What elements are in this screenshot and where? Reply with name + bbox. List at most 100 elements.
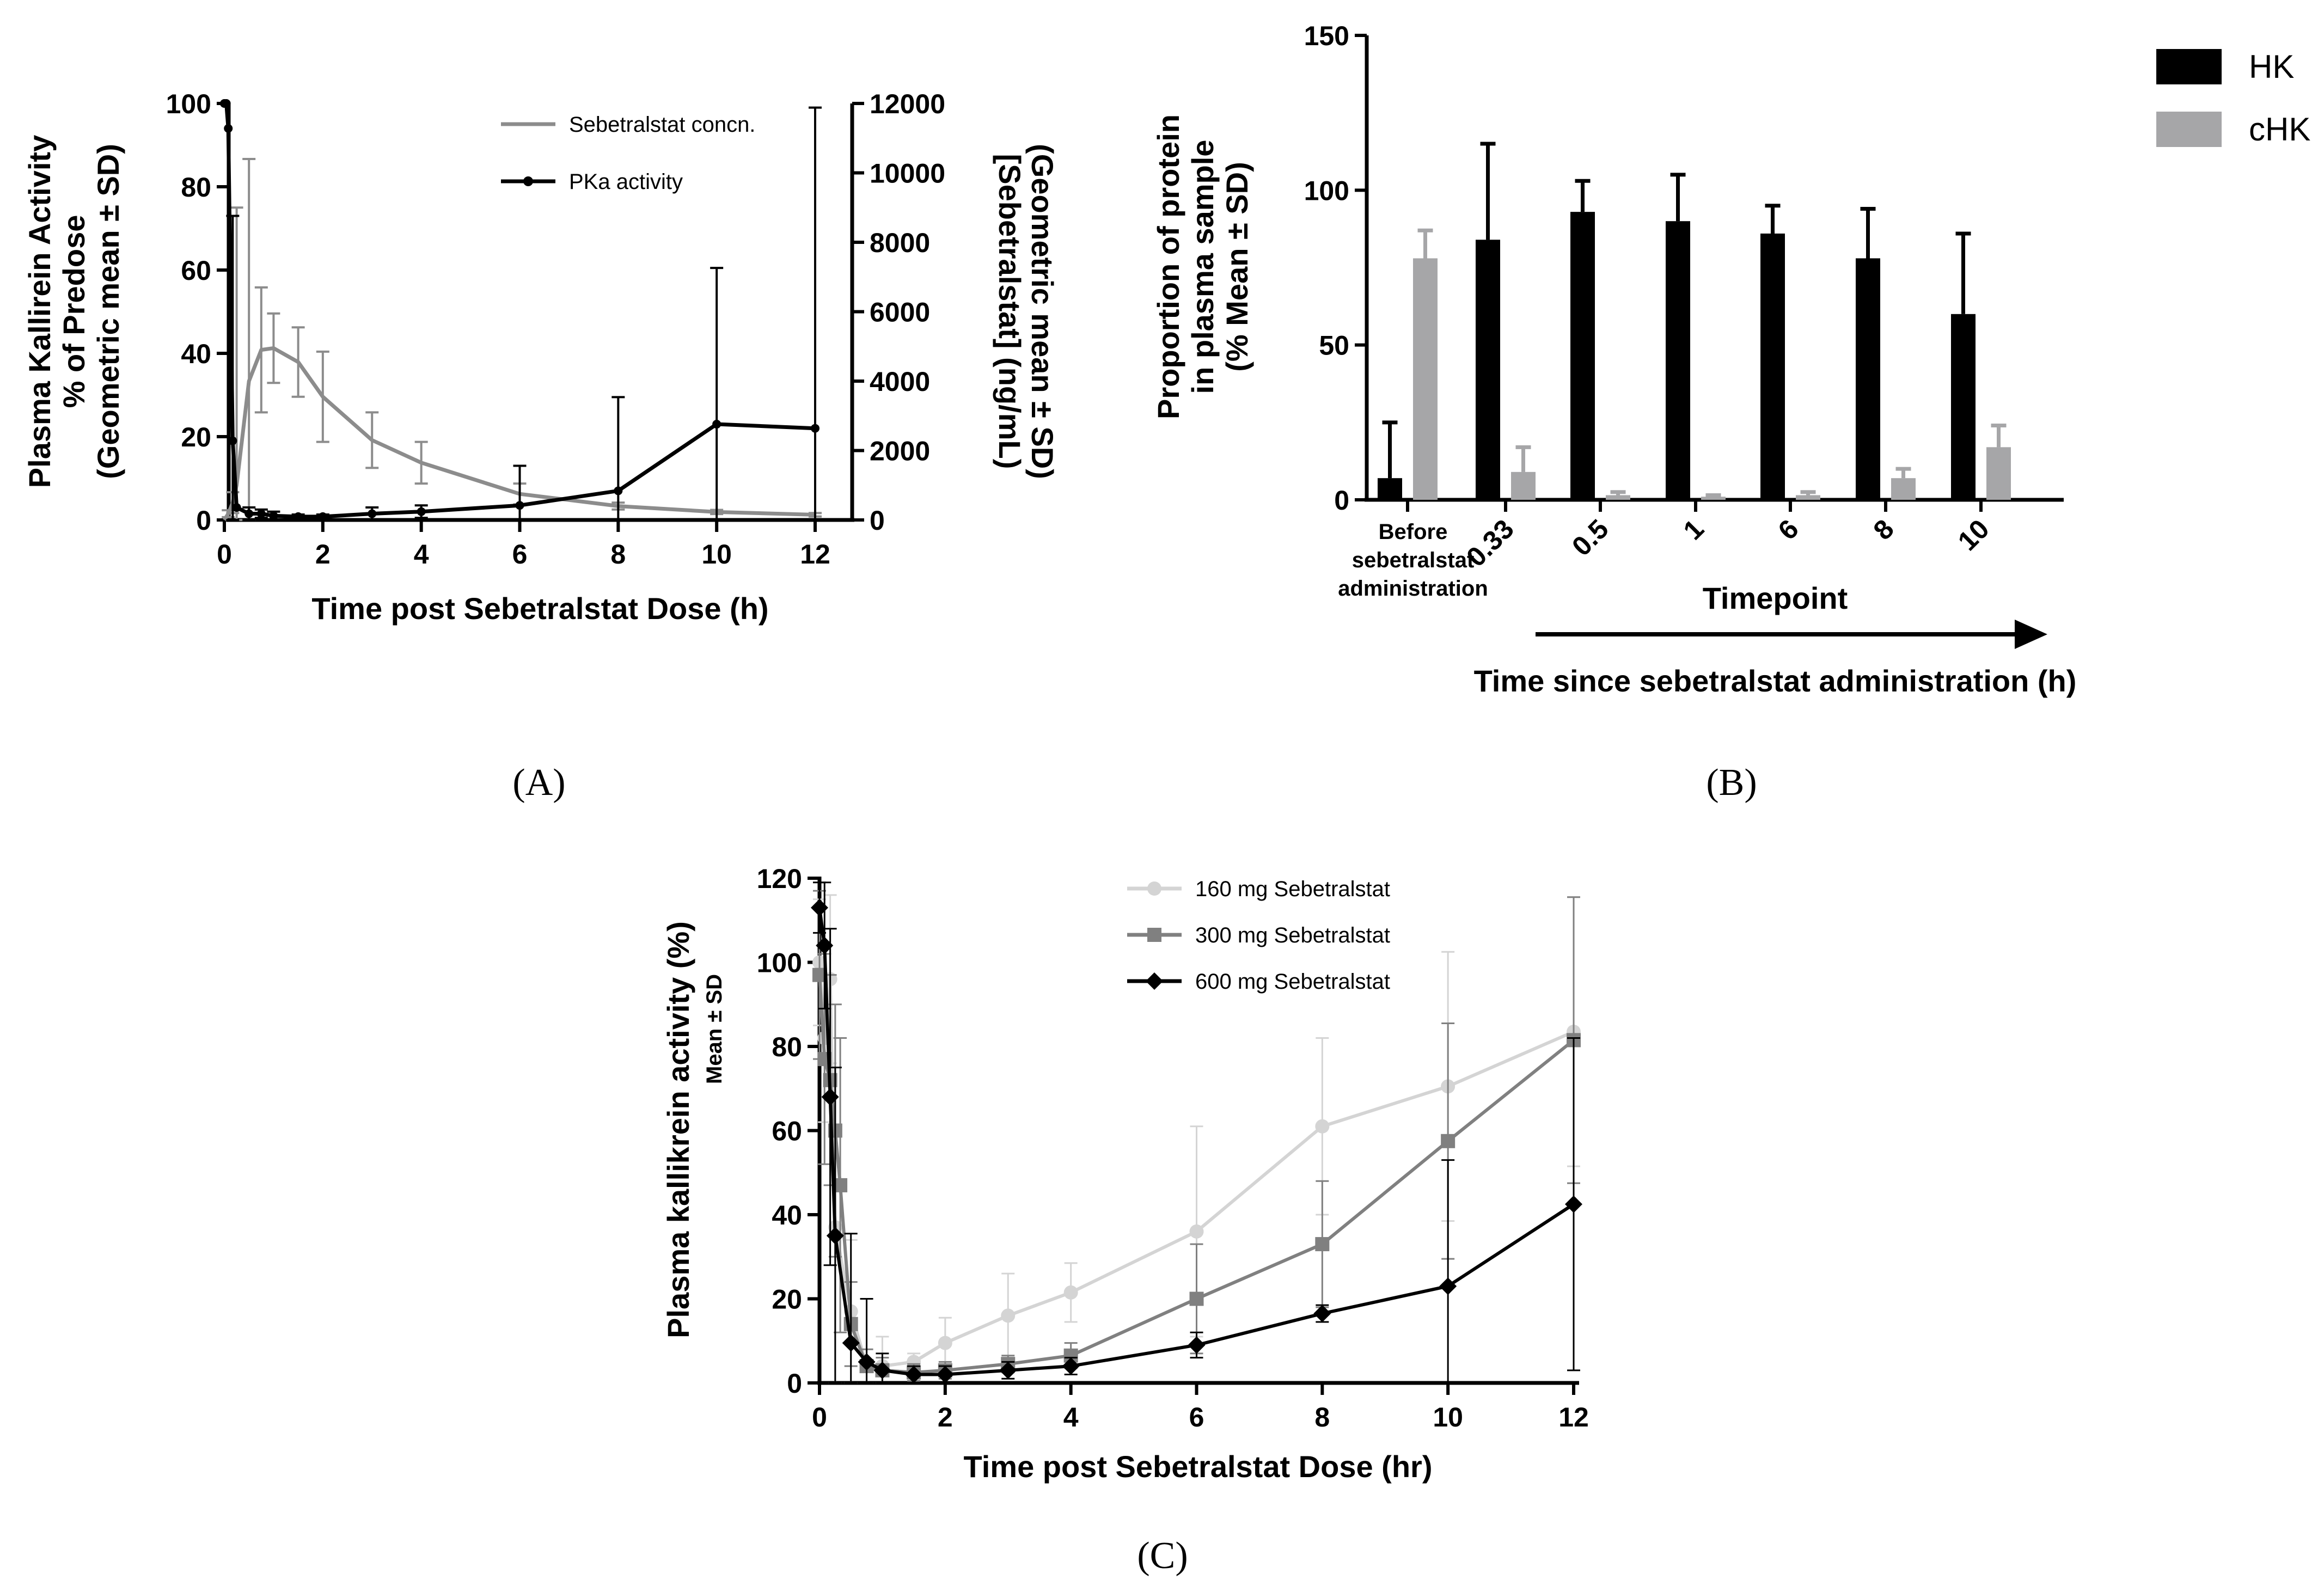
panel-c-y-axis-sublabel: Mean ± SD xyxy=(702,974,726,1084)
bar-hk xyxy=(1570,212,1595,500)
series-600mg-point xyxy=(873,1361,891,1379)
panel-a-x-tick-label: 2 xyxy=(315,539,331,570)
series-600mg-point xyxy=(936,1366,954,1383)
panel-a-y-axis-label-line2: % of Predose xyxy=(57,215,91,408)
panel-c-y-tick-label: 40 xyxy=(772,1200,802,1230)
legend-label-600mg: 600 mg Sebetralstat xyxy=(1195,970,1390,994)
panel-a-legend: Sebetralstat concn. PKa activity xyxy=(501,113,755,194)
bar-chk xyxy=(1701,497,1726,500)
pka-activity-point xyxy=(222,99,231,108)
series-600mg-point xyxy=(1565,1195,1582,1213)
bar-chk xyxy=(1796,495,1820,500)
panel-b-x-tick-label: 6 xyxy=(1772,513,1805,546)
series-600mg-point xyxy=(858,1353,876,1371)
series-600mg-point xyxy=(811,899,828,917)
legend-label-160mg: 160 mg Sebetralstat xyxy=(1195,877,1390,901)
panel-b-y-axis-label-line1: Proportion of protein xyxy=(1151,114,1185,419)
panel-a-y2-tick-label: 2000 xyxy=(870,436,930,467)
panel-c-x-tick-label: 2 xyxy=(938,1402,953,1432)
panel-c-label: (C) xyxy=(1137,1535,1188,1577)
pka-activity-point xyxy=(232,503,241,512)
panel-b-x-tick-label: sebetralstat xyxy=(1352,548,1475,572)
pka-activity-point xyxy=(269,511,278,521)
panel-c-chart: 0 20 40 60 80 100 120 0 2 4 6 8 10 12 160 mg Sebetral… xyxy=(661,864,1589,1577)
bar-chk xyxy=(1606,495,1630,500)
panel-a-x-tick-label: 0 xyxy=(217,539,232,570)
pka-activity-point xyxy=(256,509,266,518)
panel-b-y-tick-label: 0 xyxy=(1334,485,1349,516)
legend-marker-300mg xyxy=(1147,928,1161,942)
panel-b-x-tick-label: 10 xyxy=(1952,513,1995,556)
legend-marker-pka-activity xyxy=(523,176,533,186)
panel-a-y-tick-label: 100 xyxy=(166,89,211,119)
panel-a-y2-tick-label: 12000 xyxy=(870,89,945,119)
panel-c-x-tick-label: 4 xyxy=(1063,1402,1079,1432)
legend-swatch-hk xyxy=(2156,49,2222,84)
panel-b-y-axis-label-line2: in plasma sample xyxy=(1185,140,1220,394)
bar-chk xyxy=(1413,258,1438,500)
panel-b-label: (B) xyxy=(1706,762,1757,804)
panel-c-y-tick-label: 60 xyxy=(772,1116,802,1147)
panel-c-legend: 160 mg Sebetralstat 300 mg Sebetralstat … xyxy=(1127,877,1390,994)
legend-marker-160mg xyxy=(1147,881,1161,896)
panel-c-x-tick-label: 8 xyxy=(1314,1402,1330,1432)
panel-c-y-tick-label: 120 xyxy=(757,864,802,894)
panel-c-x-tick-label: 12 xyxy=(1558,1402,1589,1432)
pka-activity-point xyxy=(811,424,819,433)
panel-a-y-tick-label: 60 xyxy=(181,255,211,286)
pka-activity-point xyxy=(712,420,721,429)
panel-c-x-axis-label: Time post Sebetralstat Dose (hr) xyxy=(964,1449,1433,1484)
panel-b-y-axis-label-line3: (% Mean ± SD) xyxy=(1220,162,1254,371)
panel-a-y2-axis-label-line1: [Sebetralstat] (ng/mL) xyxy=(993,154,1027,469)
series-160mg-point xyxy=(1189,1224,1204,1239)
panel-c-x-tick-label: 10 xyxy=(1433,1402,1463,1432)
legend-label-sebetralstat-concn: Sebetralstat concn. xyxy=(569,113,755,137)
series-160mg-point xyxy=(1001,1308,1016,1323)
series-600mg-point xyxy=(816,936,834,954)
panel-a-y-tick-label: 40 xyxy=(181,339,211,369)
series-600mg-point xyxy=(842,1334,860,1352)
panel-a-x-tick-label: 12 xyxy=(800,539,830,570)
bar-chk xyxy=(1986,447,2011,500)
panel-c-y-tick-label: 100 xyxy=(757,948,802,978)
panel-c-x-tick-label: 0 xyxy=(812,1402,827,1432)
panel-a-y2-tick-label: 0 xyxy=(870,505,885,536)
time-arrow-head xyxy=(2015,620,2047,649)
panel-a-y-axis-label-line3: (Geometric mean ± SD) xyxy=(91,144,125,479)
panel-c-y-tick-label: 0 xyxy=(787,1368,802,1399)
series-300mg-point xyxy=(1441,1134,1455,1148)
panel-b-x-tick-label: administration xyxy=(1338,577,1488,601)
pka-activity-point xyxy=(293,512,303,521)
series-600mg-point xyxy=(821,1088,839,1106)
bar-hk xyxy=(1666,221,1690,500)
pka-activity-point xyxy=(318,512,327,521)
pka-activity-point xyxy=(224,124,233,133)
series-160mg-point xyxy=(1315,1119,1330,1134)
panel-b-arrow-label: Time since sebetralstat administration (… xyxy=(1474,664,2077,698)
panel-a-y-tick-label: 20 xyxy=(181,422,211,452)
panel-a-chart: 0 20 40 60 80 100 0 2000 4000 6000 8000 10000 12000 0… xyxy=(22,89,1060,804)
panel-c-y-tick-label: 20 xyxy=(772,1284,802,1315)
pka-activity-point xyxy=(515,501,524,510)
panel-c-y-axis-label: Plasma kallikrein activity (%) xyxy=(661,921,695,1338)
series-600mg-point xyxy=(1439,1277,1457,1295)
bar-hk xyxy=(1760,233,1785,500)
panel-b-y-tick-label: 50 xyxy=(1319,330,1349,361)
series-600mg-point xyxy=(1313,1305,1331,1322)
panel-b-x-tick-label: Before xyxy=(1379,520,1448,544)
bar-hk xyxy=(1476,240,1500,500)
panel-c-y-tick-label: 80 xyxy=(772,1032,802,1062)
panel-b-x-tick-label: 1 xyxy=(1678,513,1710,546)
panel-a-y-axis-label-line1: Plasma Kallirein Activity xyxy=(22,135,57,488)
legend-label-chk: cHK xyxy=(2249,111,2310,148)
legend-swatch-chk xyxy=(2156,112,2222,147)
panel-b-x-tick-label: 0.5 xyxy=(1566,513,1614,562)
pka-activity-point xyxy=(614,486,623,495)
pka-activity-point xyxy=(244,509,254,518)
panel-b-x-tick-label: 8 xyxy=(1868,513,1900,546)
panel-a-y2-tick-label: 6000 xyxy=(870,297,930,328)
panel-a-x-axis-label: Time post Sebetralstat Dose (h) xyxy=(311,591,768,626)
panel-a-x-tick-label: 4 xyxy=(414,539,429,570)
series-160mg-point xyxy=(938,1336,952,1350)
